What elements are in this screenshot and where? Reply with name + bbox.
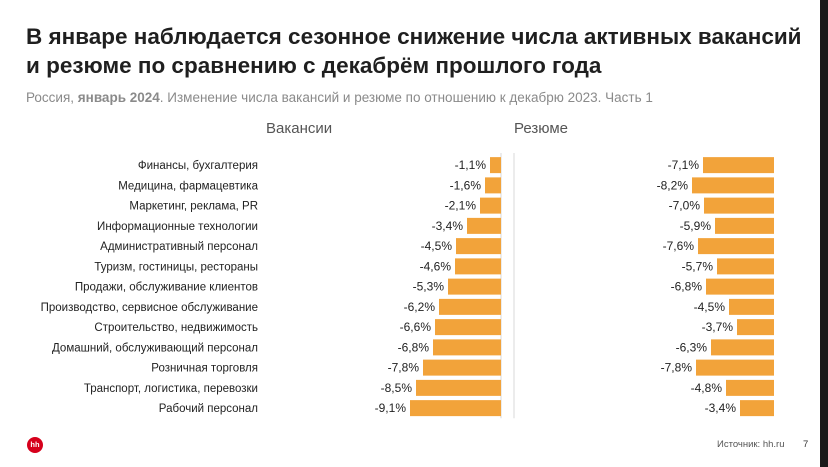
vacancies-value-label: -2,1%	[445, 199, 477, 213]
resumes-value-label: -7,6%	[663, 239, 695, 253]
vacancies-value-label: -1,6%	[450, 178, 482, 192]
vacancies-bar	[467, 217, 501, 234]
source-note: Источник: hh.ru	[717, 439, 785, 450]
vacancies-bar	[439, 298, 501, 315]
resumes-value-label: -3,7%	[702, 320, 734, 334]
subtitle-description: . Изменение числа вакансий и резюме по о…	[159, 90, 653, 105]
vacancies-bar	[480, 197, 501, 214]
resumes-value-label: -5,7%	[682, 259, 714, 273]
category-label: Рабочий персонал	[159, 403, 258, 415]
subtitle: Россия, январь 2024. Изменение числа вак…	[26, 90, 806, 105]
category-label: Транспорт, логистика, перевозки	[84, 383, 258, 395]
resumes-value-label: -7,1%	[668, 158, 700, 172]
title-line-1: В январе наблюдается сезонное снижение ч…	[26, 24, 802, 49]
vacancies-bar	[410, 400, 501, 417]
vacancies-column-header: Вакансии	[266, 120, 333, 137]
category-label: Маркетинг, реклама, PR	[129, 201, 258, 213]
vacancies-bar	[423, 359, 501, 376]
vacancies-value-label: -7,8%	[388, 361, 420, 375]
vacancies-value-label: -9,1%	[375, 401, 407, 415]
resumes-bar	[703, 157, 774, 174]
vacancies-value-label: -1,1%	[455, 158, 487, 172]
resumes-bar	[726, 379, 774, 396]
resumes-bar	[711, 339, 774, 356]
resumes-value-label: -4,8%	[691, 381, 723, 395]
resumes-bar	[692, 177, 774, 194]
vacancies-value-label: -6,8%	[398, 340, 430, 354]
category-label: Домашний, обслуживающий персонал	[52, 342, 258, 354]
vacancies-bar	[416, 379, 501, 396]
vacancies-value-label: -6,2%	[404, 300, 436, 314]
resumes-value-label: -4,5%	[694, 300, 726, 314]
resumes-bar	[717, 258, 774, 275]
category-label: Розничная торговля	[151, 363, 258, 375]
vacancies-value-label: -4,6%	[420, 259, 452, 273]
resumes-value-label: -7,8%	[661, 361, 693, 375]
title-line-2: и резюме по сравнению с декабрём прошлог…	[26, 53, 602, 78]
resumes-bar	[737, 319, 774, 336]
resumes-bar	[706, 278, 774, 295]
vacancies-value-label: -6,6%	[400, 320, 432, 334]
vacancies-value-label: -5,3%	[413, 280, 445, 294]
resumes-bar	[704, 197, 774, 214]
resumes-bar	[740, 400, 774, 417]
vacancies-value-label: -4,5%	[421, 239, 453, 253]
vacancies-bar	[435, 319, 501, 336]
resumes-bar	[696, 359, 774, 376]
window-edge	[820, 0, 828, 467]
vacancies-value-label: -3,4%	[432, 219, 464, 233]
category-label: Производство, сервисное обслуживание	[41, 302, 258, 314]
subtitle-period: январь 2024	[77, 90, 160, 105]
resumes-bar	[729, 298, 774, 315]
resumes-value-label: -3,4%	[705, 401, 737, 415]
category-label: Туризм, гостиницы, рестораны	[94, 261, 258, 273]
hh-logo: hh	[27, 437, 43, 453]
resumes-value-label: -6,8%	[671, 280, 703, 294]
vacancies-bar	[448, 278, 501, 295]
vacancies-bar	[456, 238, 501, 255]
category-label: Административный персонал	[100, 241, 258, 253]
resumes-value-label: -8,2%	[657, 178, 689, 192]
category-label: Медицина, фармацевтика	[118, 180, 258, 192]
vacancies-bar	[433, 339, 501, 356]
category-label: Информационные технологии	[97, 221, 258, 233]
subtitle-prefix: Россия,	[26, 90, 78, 105]
resumes-value-label: -7,0%	[669, 199, 701, 213]
vacancies-bar	[485, 177, 501, 194]
category-label: Финансы, бухгалтерия	[138, 160, 258, 172]
page-number: 7	[803, 439, 809, 450]
resumes-value-label: -6,3%	[676, 340, 708, 354]
vacancies-bar	[490, 157, 501, 174]
resumes-bar	[715, 217, 774, 234]
category-label: Продажи, обслуживание клиентов	[75, 282, 258, 294]
page-title: В январе наблюдается сезонное снижение ч…	[26, 22, 806, 80]
category-label: Строительство, недвижимость	[94, 322, 258, 334]
resumes-value-label: -5,9%	[680, 219, 712, 233]
vacancies-bar	[455, 258, 501, 275]
resumes-column-header: Резюме	[514, 120, 568, 137]
vacancies-value-label: -8,5%	[381, 381, 413, 395]
resumes-bar	[698, 238, 774, 255]
